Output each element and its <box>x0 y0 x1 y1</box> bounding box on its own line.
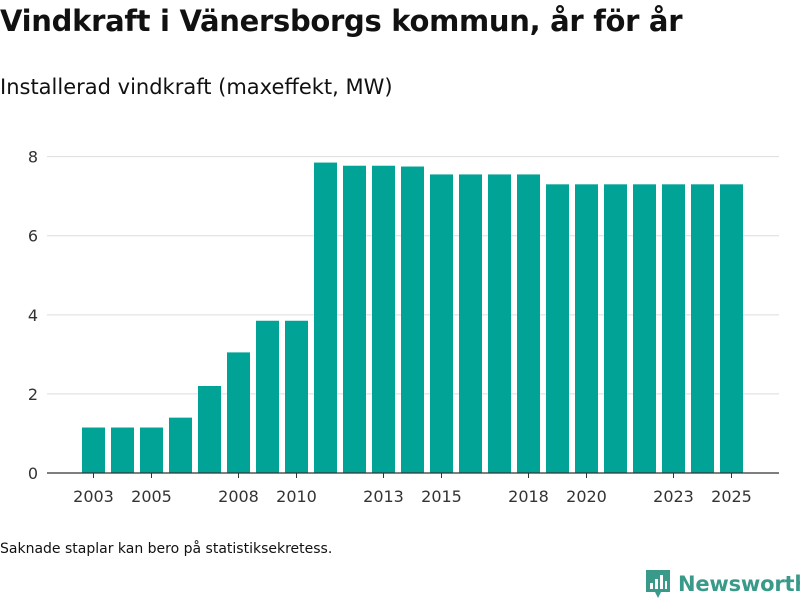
bar-2015[interactable] <box>430 174 453 473</box>
bar-2019[interactable] <box>546 184 569 473</box>
y-tick-label-8: 8 <box>28 148 38 167</box>
x-tick-label-2008: 2008 <box>218 487 259 506</box>
bar-2005[interactable] <box>140 427 163 473</box>
newsworthy-logo-text: Newsworthy <box>678 572 800 596</box>
bar-2013[interactable] <box>372 165 395 474</box>
bar-2017[interactable] <box>488 174 511 473</box>
bar-2011[interactable] <box>314 162 337 473</box>
x-tick-label-2020: 2020 <box>566 487 607 506</box>
y-tick-label-2: 2 <box>28 385 38 404</box>
bar-2020[interactable] <box>575 184 598 473</box>
x-tick-label-2025: 2025 <box>711 487 752 506</box>
x-tick-label-2005: 2005 <box>131 487 172 506</box>
x-tick-label-2023: 2023 <box>653 487 694 506</box>
bar-2012[interactable] <box>343 165 366 474</box>
y-tick-label-6: 6 <box>28 227 38 246</box>
y-tick-label-0: 0 <box>28 464 38 483</box>
bar-2008[interactable] <box>227 352 250 473</box>
chart-subtitle: Installerad vindkraft (maxeffekt, MW) <box>0 75 393 99</box>
x-tick-label-2018: 2018 <box>508 487 549 506</box>
bar-2021[interactable] <box>604 184 627 473</box>
bar-2009[interactable] <box>256 320 279 473</box>
footnote: Saknade staplar kan bero på statistiksek… <box>0 541 333 557</box>
bar-2025[interactable] <box>720 184 743 473</box>
chart-title: Vindkraft i Vänersborgs kommun, år för å… <box>0 4 683 38</box>
x-tick-label-2003: 2003 <box>73 487 114 506</box>
x-tick-label-2010: 2010 <box>276 487 317 506</box>
bar-2014[interactable] <box>401 166 424 473</box>
bar-2024[interactable] <box>691 184 714 473</box>
bar-2004[interactable] <box>111 427 134 473</box>
y-tick-label-4: 4 <box>28 306 38 325</box>
newsworthy-logo[interactable]: Newsworthy <box>644 568 800 600</box>
newsworthy-logo-icon <box>646 570 670 598</box>
bar-2003[interactable] <box>82 427 105 473</box>
bar-2018[interactable] <box>517 174 540 473</box>
x-tick-label-2015: 2015 <box>421 487 462 506</box>
bar-2006[interactable] <box>169 417 192 473</box>
bar-2023[interactable] <box>662 184 685 473</box>
x-tick-label-2013: 2013 <box>363 487 404 506</box>
bars <box>82 162 743 474</box>
bar-2016[interactable] <box>459 174 482 473</box>
axes: 0 2 4 6 8 2003 2005 2008 2010 2013 2015 2018 2020 202… <box>28 148 779 506</box>
bar-2010[interactable] <box>285 320 308 473</box>
bar-2007[interactable] <box>198 386 221 473</box>
bar-2022[interactable] <box>633 184 656 473</box>
